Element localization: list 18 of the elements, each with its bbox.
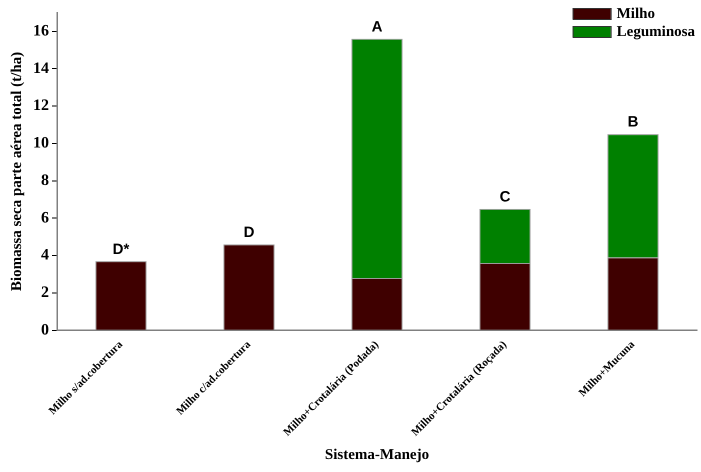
annotation: A (372, 18, 383, 36)
y-tick-label: 10 (33, 134, 49, 152)
y-tick-label: 16 (33, 22, 49, 40)
y-tick-label: 8 (41, 172, 49, 189)
y-tick-label: 14 (33, 60, 49, 77)
annotation: C (500, 188, 511, 206)
x-axis-title: Sistema-Manejo (324, 446, 430, 463)
y-tick-label: 6 (41, 209, 49, 226)
annotation: D* (112, 240, 130, 258)
y-tick-label: 4 (41, 246, 49, 264)
annotation: B (628, 114, 639, 131)
y-tick-label: 0 (41, 321, 49, 338)
y-axis-title: Biomassa seca parte aérea total (t/ha) (8, 52, 25, 292)
legend-label: Milho (616, 6, 655, 22)
y-tick-label: 12 (33, 97, 49, 114)
y-tick-label: 2 (41, 284, 49, 302)
annotation: D (244, 224, 255, 241)
legend-label: Leguminosa (616, 24, 696, 40)
